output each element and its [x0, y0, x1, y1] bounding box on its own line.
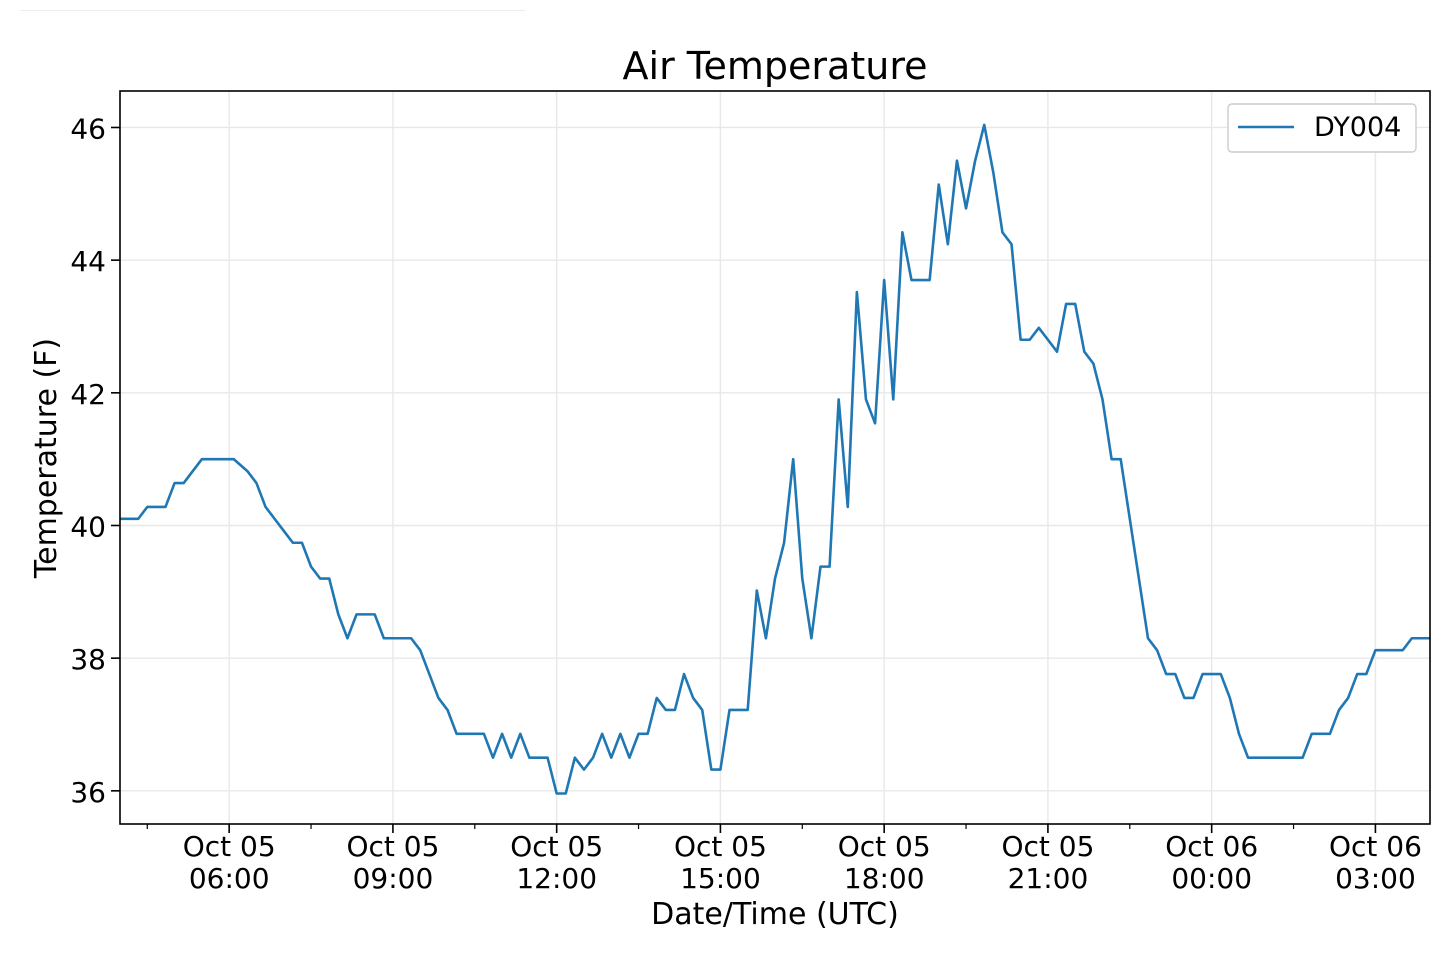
x-tick-label: 21:00 [1008, 862, 1089, 895]
x-tick-label: Oct 05 [510, 830, 603, 863]
chart-title: Air Temperature [623, 44, 928, 88]
x-tick-label: 09:00 [353, 862, 434, 895]
legend: DY004 [1227, 103, 1417, 153]
x-tick-label: 06:00 [189, 862, 270, 895]
top-divider [20, 10, 525, 11]
x-tick-label: 15:00 [680, 862, 761, 895]
x-tick-label: 18:00 [844, 862, 925, 895]
y-axis-label: Temperature (F) [29, 338, 64, 579]
grid [120, 91, 1430, 824]
x-tick-label: Oct 05 [183, 830, 276, 863]
x-tick-label: Oct 06 [1165, 830, 1258, 863]
x-tick-label: 12:00 [516, 862, 597, 895]
series-line-dy004 [120, 123, 1430, 795]
plot-area [119, 90, 1431, 825]
y-tick-label: 38 [70, 643, 106, 676]
y-tick-label: 42 [70, 378, 106, 411]
x-tick-label: Oct 05 [674, 830, 767, 863]
x-tick-label: Oct 05 [346, 830, 439, 863]
x-axis-label: Date/Time (UTC) [651, 897, 899, 932]
legend-label: DY004 [1314, 112, 1401, 143]
x-tick-label: 03:00 [1335, 862, 1416, 895]
y-tick-label: 40 [70, 510, 106, 543]
x-tick-label: Oct 05 [1001, 830, 1094, 863]
legend-box [1227, 103, 1417, 153]
x-tick-label: Oct 06 [1329, 830, 1422, 863]
y-tick-label: 44 [70, 245, 106, 278]
x-tick-label: 00:00 [1171, 862, 1252, 895]
y-tick-label: 46 [70, 112, 106, 145]
x-tick-label: Oct 05 [838, 830, 931, 863]
y-tick-label: 36 [70, 776, 106, 809]
